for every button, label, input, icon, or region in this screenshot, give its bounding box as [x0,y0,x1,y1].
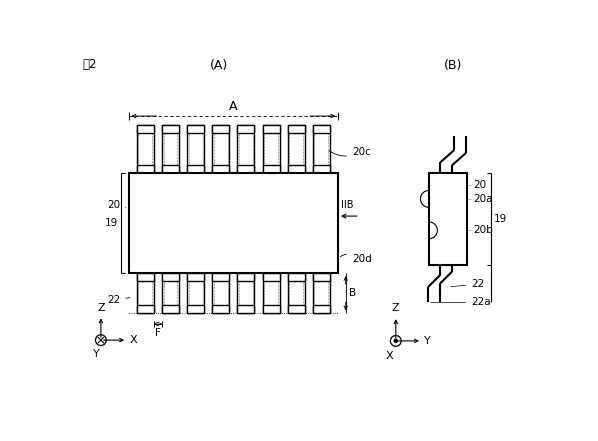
Bar [313,125,330,133]
Bar [237,273,254,281]
Text: 20d: 20d [340,254,371,264]
Bar [263,273,279,313]
Text: B: B [349,288,356,298]
Bar [288,165,304,173]
Bar [162,125,179,173]
Bar [288,273,304,281]
Bar [313,273,330,313]
Bar [162,273,179,281]
Bar [288,125,304,133]
Bar [237,125,254,133]
Text: 22: 22 [451,279,484,289]
Bar [162,165,179,173]
Text: Z: Z [392,303,399,313]
Text: 20c: 20c [329,147,371,157]
Text: (B): (B) [444,59,463,72]
Text: Z: Z [97,303,105,313]
Bar [214,127,228,172]
Bar [313,165,330,173]
Bar [212,125,229,133]
Bar [137,273,154,281]
Bar [264,127,278,172]
Text: X: X [386,351,393,361]
Bar [212,165,229,173]
Text: 20a: 20a [473,194,492,204]
Bar [237,273,254,313]
Bar [288,125,304,173]
Bar [163,275,178,312]
Bar [431,176,465,263]
Bar [239,127,253,172]
Bar [315,275,328,312]
Bar [263,273,279,281]
Bar [137,125,154,133]
Text: Y: Y [425,336,431,346]
Bar [138,275,152,312]
Bar [429,173,468,265]
Bar [187,165,204,173]
Bar [289,275,303,312]
Bar [137,306,154,313]
Bar [137,125,154,173]
Text: 20b: 20b [473,225,493,235]
Bar [187,306,204,313]
Bar [137,165,154,173]
Text: Y: Y [93,349,100,359]
Bar [138,127,152,172]
Bar [131,176,335,271]
Bar [288,306,304,313]
Text: 20: 20 [107,200,126,210]
Bar [313,125,330,173]
Bar [264,275,278,312]
Bar [187,273,204,281]
Text: 22: 22 [107,295,130,305]
Bar [188,275,203,312]
Bar [137,273,154,313]
Bar [289,127,303,172]
Text: X: X [129,335,137,345]
Bar [212,125,229,173]
Bar [212,273,229,313]
Text: 19: 19 [493,214,507,224]
Bar [239,275,253,312]
Bar [162,125,179,133]
Bar [129,173,338,273]
Bar [187,125,204,133]
Bar [237,165,254,173]
Text: IIB: IIB [341,200,353,210]
Bar [237,306,254,313]
Text: F: F [155,328,161,338]
Text: 19: 19 [105,218,118,228]
Bar [263,306,279,313]
Text: 嘳2: 嘳2 [83,57,97,71]
Bar [212,273,229,281]
Bar [187,125,204,173]
Text: 20: 20 [473,179,486,190]
Bar [163,127,178,172]
Text: 22a: 22a [431,298,491,307]
Text: A: A [229,100,237,113]
Bar [162,306,179,313]
Bar [188,127,203,172]
Bar [288,273,304,313]
Bar [263,125,279,133]
Bar [313,273,330,281]
Bar [313,306,330,313]
Text: (A): (A) [209,59,228,72]
Circle shape [394,340,397,343]
Bar [162,273,179,313]
Bar [237,125,254,173]
Bar [212,306,229,313]
Bar [263,165,279,173]
Bar [263,125,279,173]
Bar [315,127,328,172]
Bar [187,273,204,313]
Bar [214,275,228,312]
